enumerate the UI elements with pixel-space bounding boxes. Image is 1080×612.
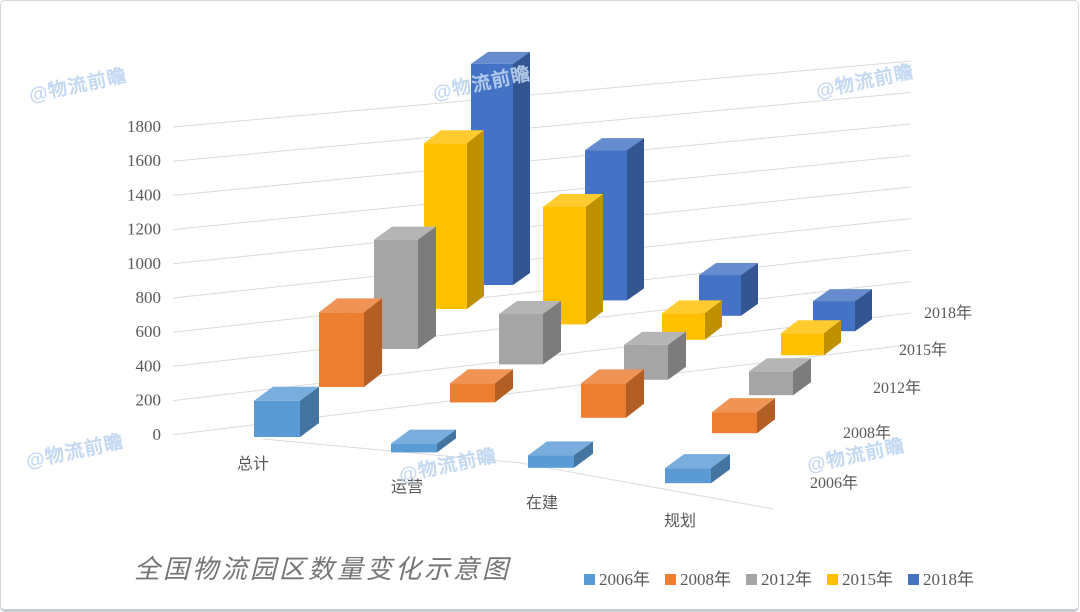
gridline: [172, 92, 912, 162]
y-tick-label: 1000: [127, 254, 161, 273]
legend-label: 2012年: [761, 570, 812, 589]
gridline: [172, 218, 912, 299]
bar-2015年-运营-top: [543, 193, 603, 207]
legend-label: 2008年: [680, 570, 731, 589]
bar-2006年-规划-side: [711, 454, 730, 484]
y-tick-label: 200: [136, 391, 162, 410]
bar-2008年-在建-side: [626, 369, 644, 418]
y-tick-label: 1200: [127, 220, 161, 239]
bar-2008年-在建-top: [581, 369, 644, 384]
bar-2012年-规划-side: [793, 358, 811, 396]
bar-2006年-运营-side: [437, 429, 456, 453]
legend-label: 2015年: [842, 570, 893, 589]
category-label: 运营: [391, 478, 423, 496]
legend-swatch-2006年: [584, 574, 595, 585]
bar-2008年-规划-top: [712, 398, 775, 413]
bar-2008年-规划-side: [757, 398, 775, 434]
bar-2018年-在建-top: [699, 263, 758, 276]
bar-2006年-在建-side: [574, 441, 593, 468]
bar-2018年-总计-top: [471, 51, 530, 64]
legend-swatch-2018年: [908, 574, 919, 585]
bar-2018年-规划-top: [813, 289, 872, 302]
y-tick-label: 0: [153, 425, 162, 444]
chart-title: 全国物流园区数量变化示意图: [134, 555, 512, 584]
legend-swatch-2008年: [665, 574, 676, 585]
bar-2006年-规划: [665, 468, 711, 484]
gridline: [172, 60, 912, 128]
bar-2008年-总计-side: [364, 298, 382, 387]
gridline: [172, 155, 912, 231]
y-tick-label: 800: [136, 288, 162, 307]
gridline: [172, 249, 912, 333]
bar-2006年-运营: [391, 443, 437, 453]
bar-2015年-规划-top: [781, 320, 841, 334]
legend-swatch-2012年: [746, 574, 757, 585]
bar-2012年-运营: [499, 313, 543, 365]
bar-2015年-运营-side: [586, 193, 603, 325]
y-tick-label: 400: [136, 356, 162, 375]
bar-2006年-规划-top: [665, 454, 730, 469]
bar-2015年-在建-top: [662, 300, 722, 314]
bar-2015年-规划: [781, 333, 824, 356]
bar-2008年-总计-top: [319, 298, 382, 313]
category-label: 规划: [664, 512, 696, 530]
bar-2012年-规划: [749, 371, 793, 396]
gridline: [172, 186, 912, 265]
bar-2006年-在建-top: [528, 441, 593, 456]
bar-2018年-总计-side: [513, 51, 530, 286]
bar-2015年-总计-top: [424, 130, 484, 144]
bar-2012年-总计-side: [418, 226, 436, 349]
bar-2008年-运营-top: [450, 369, 513, 384]
y-tick-label: 1800: [127, 117, 161, 136]
legend-swatch-2015年: [827, 574, 838, 585]
bar-2012年-总计-top: [374, 226, 436, 240]
bar-2006年-总计-top: [254, 386, 319, 401]
depth-axis-label: 2015年: [899, 341, 947, 359]
depth-axis-label: 2006年: [810, 474, 858, 492]
y-tick-label: 1600: [127, 151, 161, 170]
depth-axis-label: 2012年: [873, 379, 921, 397]
bar-2012年-运营-top: [499, 300, 561, 314]
depth-axis-label: 2008年: [843, 424, 891, 442]
bar-2018年-在建-side: [741, 263, 758, 316]
bar-2012年-在建-side: [668, 331, 686, 380]
bar-2012年-在建-top: [624, 331, 686, 345]
bar-2008年-总计: [319, 312, 364, 387]
bar-2006年-在建: [528, 455, 574, 468]
bar-2012年-规划-top: [749, 358, 811, 372]
bar-2006年-运营-top: [391, 429, 456, 444]
bar-2012年-运营-side: [543, 300, 561, 365]
y-tick-label: 600: [136, 322, 162, 341]
bar-2018年-运营-side: [627, 138, 644, 301]
y-tick-label: 1400: [127, 185, 161, 204]
bar-2015年-在建-side: [705, 300, 722, 340]
floor-edge: [262, 438, 774, 510]
bar-2006年-总计: [254, 400, 300, 437]
bar-2018年-运营-top: [585, 138, 644, 151]
category-label: 总计: [237, 455, 269, 473]
category-label: 在建: [526, 494, 558, 512]
gridline: [172, 123, 912, 196]
depth-axis-label: 2018年: [924, 304, 972, 322]
bar-2006年-总计-side: [300, 386, 319, 437]
legend-label: 2018年: [923, 570, 974, 589]
bar-2008年-运营-side: [495, 369, 513, 403]
bar-2008年-规划: [712, 412, 757, 434]
legend-label: 2006年: [599, 570, 650, 589]
bar-2018年-规划-side: [855, 289, 872, 332]
bar-2008年-在建: [581, 383, 626, 418]
bar-2015年-总计-side: [467, 130, 484, 309]
bar-2015年-规划-side: [824, 320, 841, 356]
bar-2008年-运营: [450, 383, 495, 403]
